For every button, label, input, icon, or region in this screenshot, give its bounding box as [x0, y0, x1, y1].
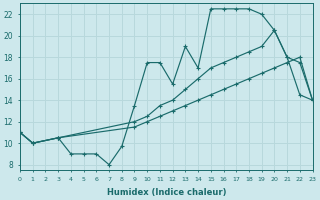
X-axis label: Humidex (Indice chaleur): Humidex (Indice chaleur) — [107, 188, 226, 197]
